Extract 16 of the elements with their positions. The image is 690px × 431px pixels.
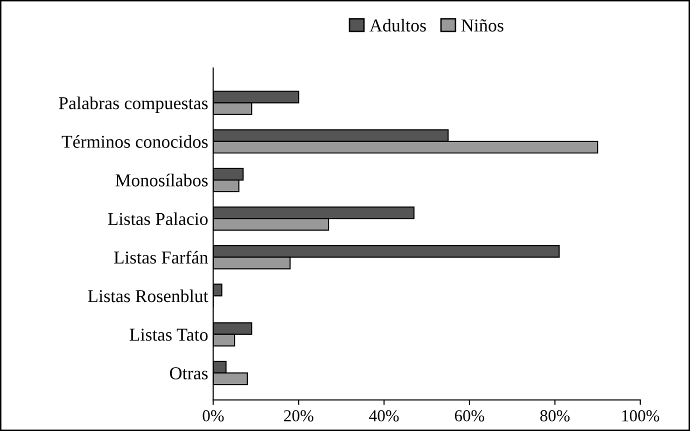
y-tick-label: Listas Rosenblut <box>88 290 208 302</box>
x-tick-label: 80% <box>540 410 570 422</box>
x-tick-label: 0% <box>202 410 224 422</box>
y-tick-label: Listas Palacio <box>108 212 208 226</box>
x-tick-label: 20% <box>284 410 314 422</box>
x-tick-label: 60% <box>454 410 484 422</box>
y-tick-label: Términos conocidos <box>62 135 208 148</box>
y-tick-label: Otras <box>170 367 208 380</box>
x-tick-label: 100% <box>622 410 660 422</box>
y-tick-label: Monosílabos <box>116 174 208 186</box>
y-tick-label: Palabras compuestas <box>58 96 208 113</box>
y-tick-label: Listas Farfán <box>114 250 208 264</box>
y-tick-label: Listas Tato <box>130 328 208 341</box>
x-tick-label: 40% <box>369 410 399 422</box>
legend-label: Niños <box>461 19 504 32</box>
legend-label: Adultos <box>370 18 426 32</box>
